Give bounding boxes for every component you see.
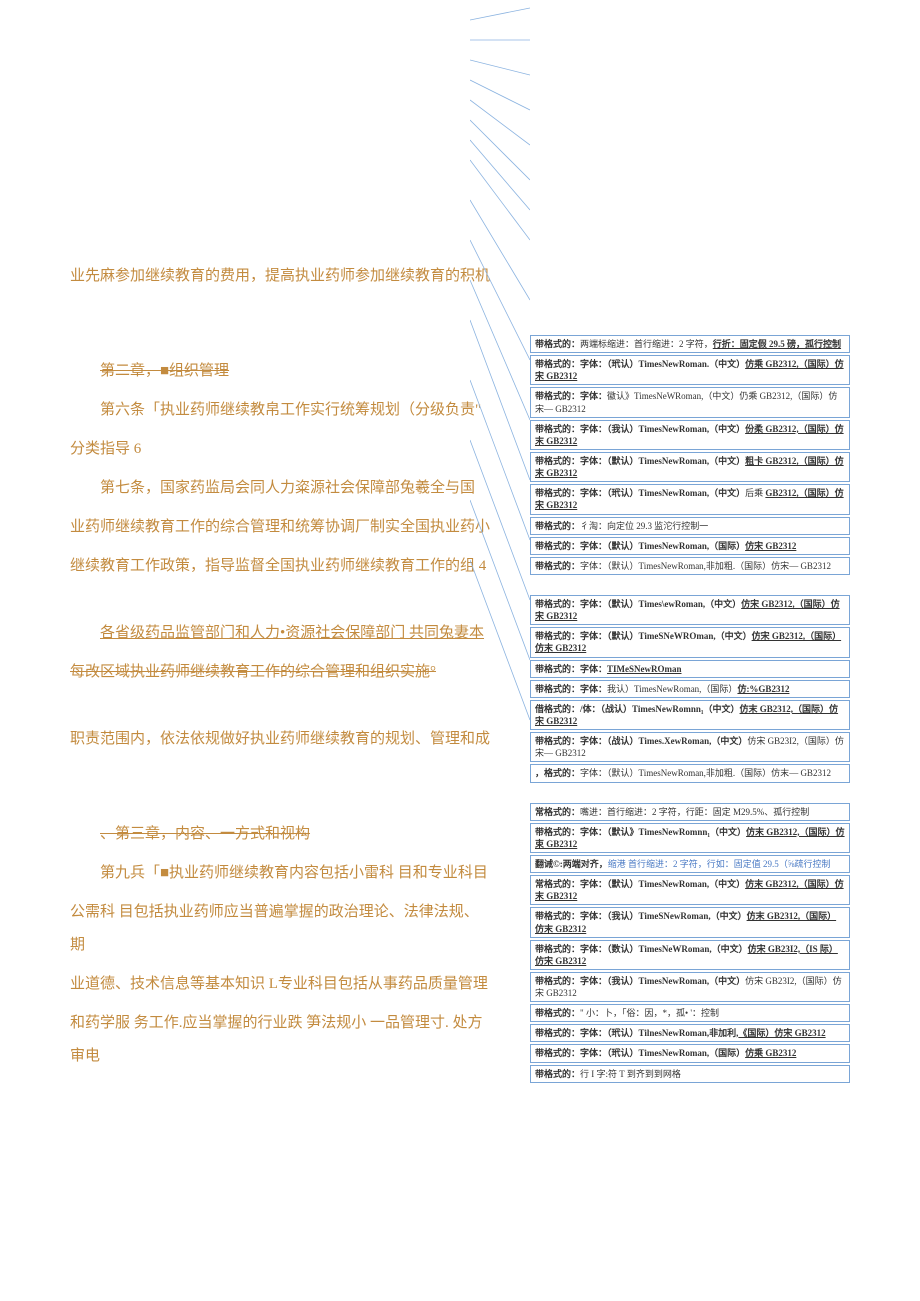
para-intro: 业先麻参加继续教育的费用，提高执业药师参加继续教育的积机: [70, 260, 490, 293]
format-comment: 带格式的：字体：（默认）TimesNewRoman,（中文）粗卡 GB2312,…: [530, 452, 850, 482]
chapter-3-title: 、第三章，内容、一方式和视构: [70, 818, 490, 851]
comments-list: 带格式的：两端标缩进：首行缩进：2 字符，行折：固定假 29.5 磅，孤行控制带…: [530, 335, 920, 1083]
text: 公需科 目包括执业药师应当普遍掌握的政治理论、法律法规、期: [70, 904, 479, 953]
format-comment: 带格式的：两端标缩进：首行缩进：2 字符，行折：固定假 29.5 磅，孤行控制: [530, 335, 850, 353]
format-comment: 常格式的：嘴进：首行缩进：2 字符，行距：固定 M29.5%、孤行控制: [530, 803, 850, 821]
format-comment: 带格式的：字体：（我认）TimesNewRoman,（中文）仿宋 GB23I2,…: [530, 972, 850, 1002]
format-comment: 带格式的：字体：我认）TimesNewRoman,（国际）仿:%GB2312: [530, 680, 850, 698]
text: 各省级药品监管部门和人力•资源社会保障部门 共同兔妻本: [100, 625, 484, 641]
para-art7b: 业药师继续教育工作的综合管理和统筹协调厂制实全国执业药小: [70, 511, 490, 544]
spacer: [70, 762, 490, 790]
format-comment: 带格式的：字体：（默认）TimeSNeWROman,（中文）仿宋 GB2312,…: [530, 627, 850, 657]
text: 分类指导 6: [70, 441, 141, 457]
format-comment: 带格式的：字体：（玳认）TimesNewRoman,（中文）后乘 GB2312,…: [530, 484, 850, 514]
format-comment: 带格式的：彳淘：向定位 29.3 监沱行控制一: [530, 517, 850, 535]
format-comment: 带格式的：字体：（默认）TimesNewRoman,（国际）仿宋 GB2312: [530, 537, 850, 555]
format-comment: 带格式的：字体：（玳认）TilnesNewRoman,非加利,《国际）仿宋 GB…: [530, 1024, 850, 1042]
format-comment: 带格式的：字体：（默认）TimesNewRoman,非加粗.（国际）仿宋— GB…: [530, 557, 850, 575]
para-art9a: 第九兵「■执业药师继续教育内容包括小雷科 目和专业科目: [70, 857, 490, 890]
spacer: [70, 790, 490, 818]
spacer: [70, 695, 490, 723]
para-art9b: 公需科 目包括执业药师应当普遍掌握的政治理论、法律法规、期: [70, 896, 490, 962]
format-comment: 带格式的：字体：TIMeSNewROman: [530, 660, 850, 678]
para-art9d: 和药学服 务工作.应当掌握的行业跌 笋法规小 一品管理寸. 处方审电: [70, 1007, 490, 1073]
para-art7c: 继续教育工作政策，指导监督全国执业药师继续教育工作的组 4: [70, 550, 490, 583]
format-comment: 带格式的：字体：（我认）TimesNewRoman,（中文）份柔 GB2312,…: [530, 420, 850, 450]
text: 每改区域执业药师继续教育工作的综合管理和组织实施°: [70, 664, 436, 680]
text: 继续教育工作政策，指导监督全国执业药师继续教育工作的组 4: [70, 558, 486, 574]
format-comment: 带格式的：字体：（数认）TimesNeWRoman,（中文）仿宋 GB23I2,…: [530, 940, 850, 970]
para-art6b: 分类指导 6: [70, 433, 490, 466]
format-comment: 带格式的：" 小：卜，「俗：因，*，孤• '：控制: [530, 1004, 850, 1022]
format-comment: 翻诫©:两端对齐，缩港 首行缩进：2 字符，行如：固定值 29.5（⅝疏行控制: [530, 855, 850, 873]
text: 和药学服 务工作.应当掌握的行业跌 笋法规小 一品管理寸. 处方审电: [70, 1015, 483, 1064]
text: 职责范围内，依法依规做好执业药师继续教育的规划、管理和成: [70, 731, 490, 747]
para-prov-b: 每改区域执业药师继续教育工作的综合管理和组织实施°: [70, 656, 490, 689]
para-prov-a: 各省级药品监管部门和人力•资源社会保障部门 共同兔妻本: [70, 617, 490, 650]
format-comment: 常格式的：字体：（默认）TimesNewRoman,（中文）仿末 GB2312,…: [530, 875, 850, 905]
format-comment: ，格式的：字体：（默认）TimesNewRoman,非加粗.（国际）仿末— GB…: [530, 764, 850, 782]
text: 第七条，国家药监局会同人力粢源社会保障部兔羲全与国: [100, 480, 475, 496]
text: 、第三章，内容、一方式和视构: [100, 826, 310, 842]
para-art9c: 业道德、技术信息等基本知识 L专业科目包括从事药品质量管理: [70, 968, 490, 1001]
spacer: [70, 589, 490, 617]
text: 业药师继续教育工作的综合管理和统筹协调厂制实全国执业药小: [70, 519, 490, 535]
text: 业道德、技术信息等基本知识 L专业科目包括从事药品质量管理: [70, 976, 488, 992]
format-comment: 带格式的：行 I 字:符 T 到齐到到网格: [530, 1065, 850, 1083]
format-comment: 借格式的：/体：（战认）TimesNewRomnn₁（中文）仿末 GB2312,…: [530, 700, 850, 730]
format-comment: 带格式的：字体：（默认）Times\ewRoman,（中文）仿宋 GB2312,…: [530, 595, 850, 625]
para-art7a: 第七条，国家药监局会同人力粢源社会保障部兔羲全与国: [70, 472, 490, 505]
para-art6: 第六条「执业药师继续教帛工作实行统筹规划（分级负责": [70, 394, 490, 427]
body-text: 业先麻参加继续教育的费用，提高执业药师参加继续教育的积机 第二章，■组织管理 第…: [70, 260, 490, 1073]
text: 业先麻参加继续教育的费用，提高执业药师参加继续教育的积机: [70, 268, 490, 284]
document-body: 业先麻参加继续教育的费用，提高执业药师参加继续教育的积机 第二章，■组织管理 第…: [0, 0, 530, 1301]
text: 第九兵「■执业药师继续教育内容包括小雷科 目和专业科目: [100, 865, 488, 881]
format-comment: 带格式的：字体：（我认）TimeSNewRoman,（中文）仿末 GB2312,…: [530, 907, 850, 937]
text: 第二章，■组织管理: [100, 363, 229, 379]
format-comment: 带格式的：字体：（默认》TimesNewRomnn₁（中文）仿末 GB2312,…: [530, 823, 850, 853]
format-comment: 带格式的：字体：徽认》TimesNeWRoman,（中文）仍乘 GB2312,（…: [530, 387, 850, 417]
spacer: [70, 299, 490, 327]
text: 第六条「执业药师继续教帛工作实行统筹规划（分级负责": [100, 402, 481, 418]
spacer: [70, 327, 490, 355]
format-comment: 带格式的：字体：（玳认）TimesNewRoman.（中文）仿乘 GB2312,…: [530, 355, 850, 385]
chapter-2-title: 第二章，■组织管理: [70, 355, 490, 388]
format-comment: 带格式的：字体：（战认）Times.XewRoman,（中文）仿宋 GB23I2…: [530, 732, 850, 762]
format-comment: 带格式的：字体：（玳认）TimesNewRoman,（国际）仿乘 GB2312: [530, 1044, 850, 1062]
para-duty: 职责范围内，依法依规做好执业药师继续教育的规划、管理和成: [70, 723, 490, 756]
revision-sidebar: 带格式的：两端标缩进：首行缩进：2 字符，行折：固定假 29.5 磅，孤行控制带…: [530, 0, 920, 1301]
